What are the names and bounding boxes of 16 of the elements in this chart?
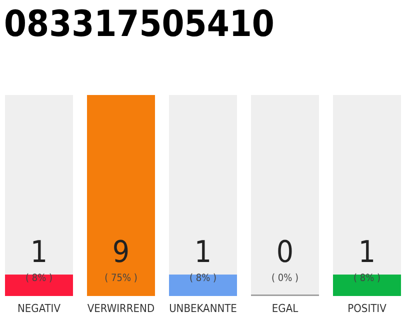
x-tick-label: VERWIRREND: [87, 302, 155, 315]
data-label: ( 8% ): [353, 273, 381, 284]
annotation: 9: [112, 235, 130, 270]
x-tick-label: UNBEKANNTE: [169, 302, 237, 315]
data-label: ( 8% ): [25, 273, 53, 284]
annotation: 1: [194, 235, 212, 270]
chart-title: 083317505410: [4, 4, 274, 45]
annotation: 1: [30, 235, 48, 270]
data-label: ( 0% ): [271, 273, 299, 284]
annotation: 1: [358, 235, 376, 270]
data-label: ( 75% ): [104, 273, 138, 284]
x-tick-label: EGAL: [272, 302, 299, 315]
x-tick-label: POSITIV: [348, 302, 387, 315]
annotation: 0: [276, 235, 294, 270]
x-tick-label: NEGATIV: [18, 302, 61, 315]
data-label: ( 8% ): [189, 273, 217, 284]
